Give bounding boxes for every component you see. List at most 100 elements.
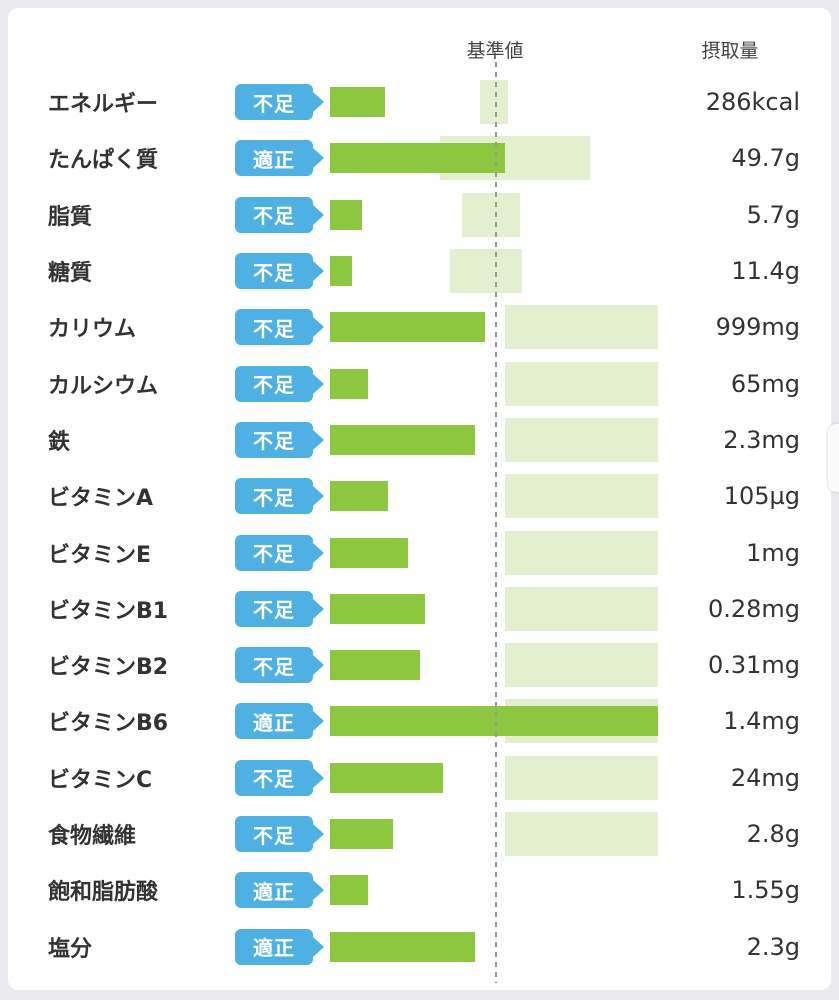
nutrient-label: ビタミンB2 xyxy=(48,655,169,681)
nutrient-rows: エネルギー 不足 286kcal たんぱく質 適正 49.7g 脂質 不足 5.… xyxy=(8,74,831,975)
status-badge: 不足 xyxy=(235,365,313,402)
bar-area xyxy=(330,243,658,299)
nutrient-row: ビタミンB6 適正 1.4mg xyxy=(8,693,831,749)
status-badge-text: 不足 xyxy=(253,373,295,398)
status-badge: 不足 xyxy=(235,590,313,627)
nutrient-row: 脂質 不足 5.7g xyxy=(8,187,831,243)
bar-area xyxy=(330,130,658,186)
status-badge-text: 適正 xyxy=(253,879,295,904)
bar-area xyxy=(330,74,658,130)
reference-range-band xyxy=(505,305,658,350)
status-badge-text: 不足 xyxy=(253,598,295,623)
intake-bar xyxy=(330,424,475,455)
nutrient-row: 食物繊維 不足 2.8g xyxy=(8,806,831,862)
status-badge-text: 不足 xyxy=(253,91,295,116)
intake-bar xyxy=(330,931,475,962)
nutrient-label: 塩分 xyxy=(48,936,93,962)
intake-bar xyxy=(330,87,386,118)
nutrient-row: エネルギー 不足 286kcal xyxy=(8,74,831,130)
nutrient-label: ビタミンB6 xyxy=(48,711,169,737)
status-badge-text: 適正 xyxy=(253,147,295,172)
intake-value: 999mg xyxy=(715,313,800,342)
nutrient-label: 食物繊維 xyxy=(48,824,137,849)
nutrient-label: カルシウム xyxy=(48,373,159,399)
reference-range-band xyxy=(505,530,658,575)
nutrient-row: ビタミンB2 不足 0.31mg xyxy=(8,637,831,693)
scrollbar-thumb[interactable] xyxy=(828,424,839,492)
reference-range-band xyxy=(505,361,658,406)
intake-value: 1mg xyxy=(746,538,800,567)
intake-bar xyxy=(330,312,486,343)
intake-bar xyxy=(330,256,352,287)
nutrient-label: 脂質 xyxy=(48,204,93,230)
status-badge: 不足 xyxy=(235,196,313,233)
bar-area xyxy=(330,862,658,918)
intake-bar xyxy=(330,143,506,174)
intake-value: 49.7g xyxy=(731,144,800,173)
status-badge-text: 不足 xyxy=(253,823,295,848)
status-badge-text: 不足 xyxy=(253,485,295,510)
status-badge: 適正 xyxy=(235,140,313,177)
status-badge-text: 不足 xyxy=(253,542,295,567)
nutrient-label: 鉄 xyxy=(48,429,71,455)
nutrient-row: 糖質 不足 11.4g xyxy=(8,243,831,299)
intake-value: 0.28mg xyxy=(707,594,800,623)
bar-area xyxy=(330,693,658,749)
nutrient-label: たんぱく質 xyxy=(48,148,159,174)
intake-value: 105µg xyxy=(723,482,800,511)
intake-value: 1.55g xyxy=(731,876,800,905)
intake-value: 65mg xyxy=(730,369,800,398)
intake-bar xyxy=(330,481,389,512)
status-badge: 適正 xyxy=(235,703,313,740)
bar-area xyxy=(330,468,658,524)
intake-value: 0.31mg xyxy=(707,651,800,680)
nutrient-row: 鉄 不足 2.3mg xyxy=(8,412,831,468)
intake-bar xyxy=(330,537,409,568)
status-badge: 不足 xyxy=(235,816,313,852)
nutrient-label: 糖質 xyxy=(48,261,93,287)
reference-range-band xyxy=(461,192,520,237)
reference-range-band xyxy=(505,474,658,519)
nutrient-label: ビタミンB1 xyxy=(48,598,169,624)
intake-bar xyxy=(330,199,363,230)
nutrient-row: ビタミンB1 不足 0.28mg xyxy=(8,581,831,637)
status-badge: 不足 xyxy=(235,309,313,346)
reference-column-header: 基準値 xyxy=(466,40,524,62)
status-badge: 不足 xyxy=(235,647,313,684)
bar-area xyxy=(330,581,658,637)
status-badge-text: 不足 xyxy=(253,260,295,285)
status-badge: 不足 xyxy=(235,84,313,121)
nutrient-row: たんぱく質 適正 49.7g xyxy=(8,130,831,186)
reference-range-band xyxy=(479,80,508,125)
intake-bar xyxy=(330,762,444,793)
status-badge: 不足 xyxy=(235,759,313,796)
intake-bar xyxy=(330,819,393,849)
nutrient-label: ビタミンE xyxy=(48,542,152,568)
nutrient-label: カリウム xyxy=(48,317,137,343)
nutrient-row: ビタミンA 不足 105µg xyxy=(8,468,831,524)
status-badge-text: 不足 xyxy=(253,204,295,229)
status-badge-text: 不足 xyxy=(253,316,295,341)
intake-bar xyxy=(330,875,369,906)
bar-area xyxy=(330,412,658,468)
nutrient-label: エネルギー xyxy=(48,92,159,118)
status-badge: 不足 xyxy=(235,478,313,515)
reference-range-band xyxy=(505,755,658,800)
bar-area xyxy=(330,637,658,693)
status-badge: 適正 xyxy=(235,928,313,965)
bar-area xyxy=(330,806,658,862)
intake-value: 24mg xyxy=(730,763,800,792)
intake-bar xyxy=(330,706,658,737)
bar-area xyxy=(330,524,658,580)
bar-area xyxy=(330,187,658,243)
nutrient-label: ビタミンC xyxy=(48,767,153,793)
reference-range-band xyxy=(505,417,658,462)
bar-area xyxy=(330,750,658,806)
reference-range-band xyxy=(505,643,658,688)
reference-range-band xyxy=(505,586,658,631)
bar-area xyxy=(330,918,658,974)
nutrient-row: カルシウム 不足 65mg xyxy=(8,355,831,411)
nutrient-label: 飽和脂肪酸 xyxy=(48,880,159,906)
status-badge-text: 適正 xyxy=(253,710,295,735)
intake-value: 5.7g xyxy=(746,200,800,229)
